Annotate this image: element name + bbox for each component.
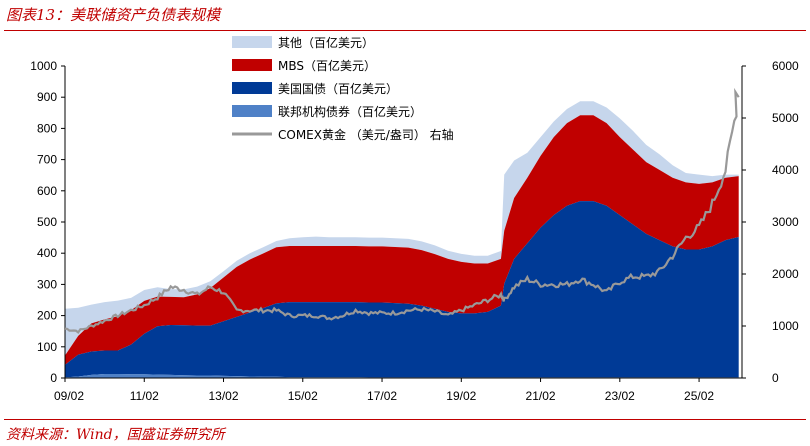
y-left-tick-label: 700: [37, 153, 57, 167]
legend-swatch: [232, 82, 272, 94]
legend: 其他（百亿美元） MBS（百亿美元） 美国国债（百亿美元） 联邦机构债券（百亿美元） C…: [232, 35, 454, 142]
legend-label: 联邦机构债券（百亿美元）: [278, 104, 422, 119]
y-left-tick-label: 900: [37, 90, 57, 104]
y-left-tick-label: 300: [37, 277, 57, 291]
y-left-tick-label: 100: [37, 340, 57, 354]
y-right-tick-label: 1000: [772, 319, 799, 333]
gold-price-line: [64, 87, 740, 334]
y-right-tick-label: 6000: [772, 59, 799, 73]
axes: 0 100 200 300 400 500 600 700 800 900 1000 0 1000 200…: [30, 59, 799, 403]
x-tick-label: 19/02: [446, 389, 476, 403]
y-right-tick-label: 3000: [772, 215, 799, 229]
y-left-tick-label: 200: [37, 309, 57, 323]
x-tick-label: 23/02: [605, 389, 635, 403]
source-rule: [4, 419, 806, 420]
figure-title: 图表13：美联储资产负债表规模: [6, 6, 221, 24]
agency-area: [65, 373, 739, 378]
x-tick-label: 21/02: [526, 389, 556, 403]
y-left-tick-label: 500: [37, 215, 57, 229]
x-tick-label: 25/02: [684, 389, 714, 403]
x-tick-label: 09/02: [54, 389, 84, 403]
legend-label: COMEX黄金 （美元/盎司） 右轴: [278, 127, 454, 142]
x-tick-label: 13/02: [209, 389, 239, 403]
legend-label: MBS（百亿美元）: [278, 58, 376, 73]
legend-swatch: [232, 105, 272, 117]
legend-swatch: [232, 36, 272, 48]
y-right-tick-label: 0: [772, 371, 779, 385]
legend-label: 其他（百亿美元）: [278, 35, 374, 50]
x-tick-label: 17/02: [367, 389, 397, 403]
y-left-tick-label: 800: [37, 121, 57, 135]
x-tick-label: 11/02: [130, 389, 159, 403]
y-right-tick-label: 2000: [772, 267, 799, 281]
legend-label: 美国国债（百亿美元）: [278, 81, 398, 96]
gold-line-layer: [64, 87, 740, 334]
treasury-area: [65, 201, 739, 378]
y-right-tick-label: 4000: [772, 163, 799, 177]
y-left-tick-label: 0: [50, 371, 57, 385]
y-left-tick-label: 600: [37, 184, 57, 198]
y-left-tick-label: 1000: [30, 59, 57, 73]
x-tick-label: 15/02: [288, 389, 318, 403]
stacked-areas: [65, 101, 739, 378]
y-right-tick-label: 5000: [772, 111, 799, 125]
legend-swatch: [232, 59, 272, 71]
source-note: 资料来源：Wind，国盛证券研究所: [6, 427, 225, 443]
y-left-tick-label: 400: [37, 246, 57, 260]
title-rule: [4, 30, 806, 31]
